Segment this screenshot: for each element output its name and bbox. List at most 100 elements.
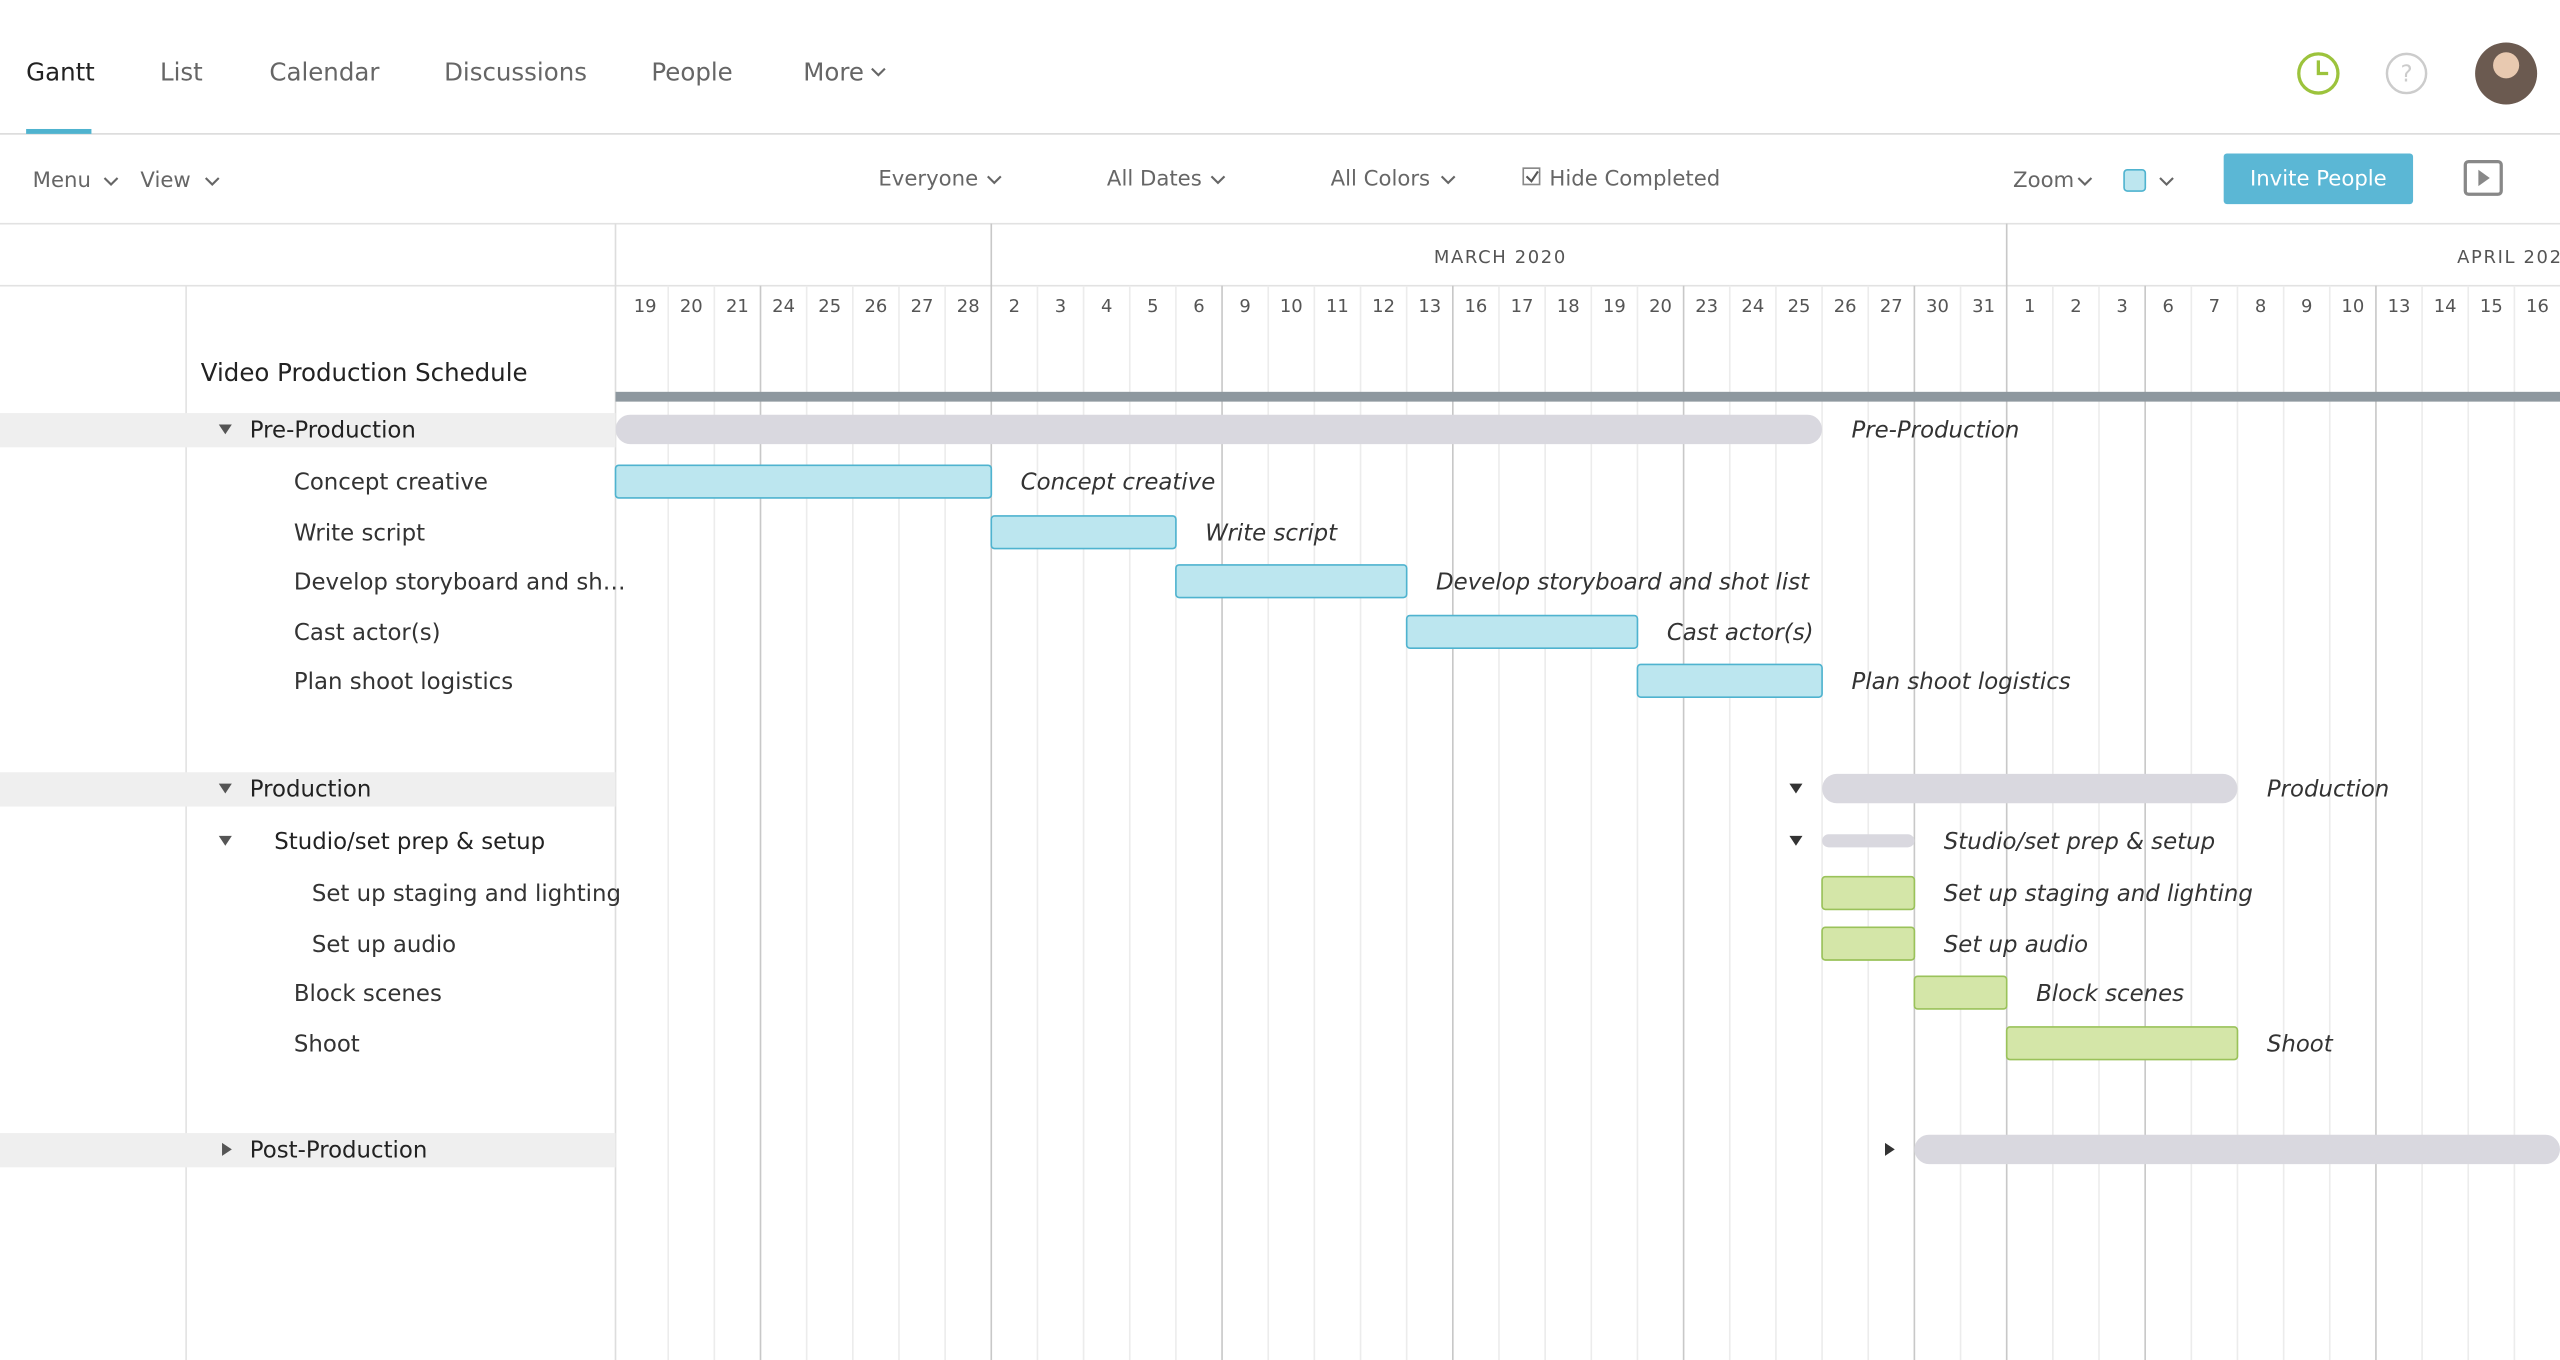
task-bar[interactable]: [1913, 975, 2008, 1010]
checkbox[interactable]: [1522, 167, 1541, 186]
menu-button[interactable]: Menu: [33, 168, 91, 193]
bar-label: Plan shoot logistics: [1851, 669, 2070, 695]
day-label: 21: [726, 296, 749, 317]
bar-toggle[interactable]: [1789, 835, 1803, 846]
row-label: Pre-Production: [250, 418, 416, 444]
task-bar[interactable]: [1405, 614, 1639, 649]
summary-bar: [1822, 773, 2238, 804]
bar-label: Shoot: [2267, 1031, 2334, 1057]
zoom[interactable]: Zoom: [2013, 168, 2074, 193]
summary-bar: [1914, 1134, 2560, 1165]
bar-label: Set up audio: [1944, 932, 2088, 958]
row-label: Set up staging and lighting: [312, 881, 621, 907]
group-band: [0, 413, 616, 448]
task-bar[interactable]: [1821, 926, 1916, 961]
day-label: 25: [1788, 296, 1811, 317]
row-label: Production: [250, 777, 372, 803]
nav-tab[interactable]: List: [160, 57, 203, 86]
help-icon[interactable]: [2385, 52, 2428, 95]
svg-text:?: ?: [2400, 62, 2412, 88]
row-label: Cast actor(s): [294, 620, 441, 646]
day-label: 31: [1972, 296, 1995, 317]
row-label: Develop storyboard and sh…: [294, 569, 626, 595]
row-label: Block scenes: [294, 981, 442, 1007]
row-label: Shoot: [294, 1031, 360, 1057]
filter[interactable]: All Dates: [1107, 167, 1202, 192]
bar-label: Production: [2267, 777, 2389, 803]
chevron: [1440, 175, 1456, 185]
invite-button[interactable]: [2223, 153, 2414, 205]
month-label: APRIL 2020: [2457, 247, 2560, 268]
nav-tab[interactable]: More: [803, 57, 864, 86]
day-label: 24: [772, 296, 795, 317]
day-label: 25: [818, 296, 841, 317]
nav-tab[interactable]: Calendar: [269, 57, 380, 86]
nav-tab[interactable]: Gantt: [26, 57, 95, 86]
check: [1525, 170, 1539, 183]
day-label: 18: [1557, 296, 1580, 317]
chevron: [204, 177, 220, 186]
nav-tab[interactable]: People: [651, 57, 732, 86]
row-label: Post-Production: [250, 1138, 428, 1164]
bar-toggle[interactable]: [1884, 1142, 1895, 1156]
day-label: 10: [2341, 296, 2364, 317]
bar-label: Concept creative: [1021, 470, 1216, 496]
day-label: 10: [1280, 296, 1303, 317]
day-label: 3: [2116, 296, 2127, 317]
summary-bar: [615, 414, 1823, 445]
hide-completed[interactable]: Hide Completed: [1549, 167, 1720, 192]
bar-label: Cast actor(s): [1667, 620, 1814, 646]
task-bar[interactable]: [1175, 564, 1408, 599]
month-label: MARCH 2020: [1434, 247, 1567, 268]
invite-label[interactable]: Invite People: [2250, 167, 2387, 192]
day-label: 4: [1101, 296, 1112, 317]
day-label: 9: [1239, 296, 1250, 317]
task-bar[interactable]: [614, 464, 993, 499]
clock-icon[interactable]: [2297, 52, 2340, 95]
summary-bar: [1822, 834, 1915, 848]
day-label: 8: [2255, 296, 2266, 317]
task-bar[interactable]: [2005, 1026, 2239, 1061]
expand-toggle[interactable]: [222, 1142, 232, 1156]
project-title: Video Production Schedule: [201, 358, 528, 387]
chevron: [871, 67, 886, 77]
day-label: 24: [1741, 296, 1764, 317]
day-label: 7: [2209, 296, 2220, 317]
group-band: [0, 772, 616, 807]
day-label: 27: [911, 296, 934, 317]
bar-label: Set up staging and lighting: [1944, 881, 2253, 907]
expand-toggle[interactable]: [218, 835, 232, 846]
bar-label: Develop storyboard and shot list: [1436, 569, 1810, 595]
bar-label: Pre-Production: [1851, 418, 2019, 444]
day-label: 14: [2434, 296, 2457, 317]
chevron: [103, 177, 119, 186]
bar-toggle[interactable]: [1789, 783, 1803, 794]
expand-toggle[interactable]: [218, 424, 232, 435]
view-button[interactable]: View: [140, 168, 190, 193]
chevron: [2159, 177, 2174, 186]
day-label: 13: [1418, 296, 1441, 317]
task-bar[interactable]: [1821, 875, 1916, 911]
task-bar[interactable]: [1636, 663, 1823, 698]
present-icon[interactable]: [2463, 160, 2503, 196]
filter[interactable]: All Colors: [1331, 167, 1431, 192]
task-bar[interactable]: [990, 515, 1177, 550]
day-label: 23: [1695, 296, 1718, 317]
day-label: 9: [2301, 296, 2312, 317]
day-label: 11: [1326, 296, 1349, 317]
day-label: 28: [957, 296, 980, 317]
color-swatch[interactable]: [2123, 168, 2147, 192]
group-band: [0, 1133, 616, 1168]
chevron: [1210, 175, 1226, 185]
row-label: Plan shoot logistics: [294, 669, 513, 695]
nav-tab[interactable]: Discussions: [444, 57, 587, 86]
day-label: 26: [864, 296, 887, 317]
day-label: 2: [1009, 296, 1020, 317]
day-label: 15: [2480, 296, 2503, 317]
row-label: Studio/set prep & setup: [274, 829, 545, 855]
filter[interactable]: Everyone: [878, 167, 978, 192]
day-label: 3: [1055, 296, 1066, 317]
day-label: 26: [1834, 296, 1857, 317]
expand-toggle[interactable]: [218, 783, 232, 794]
